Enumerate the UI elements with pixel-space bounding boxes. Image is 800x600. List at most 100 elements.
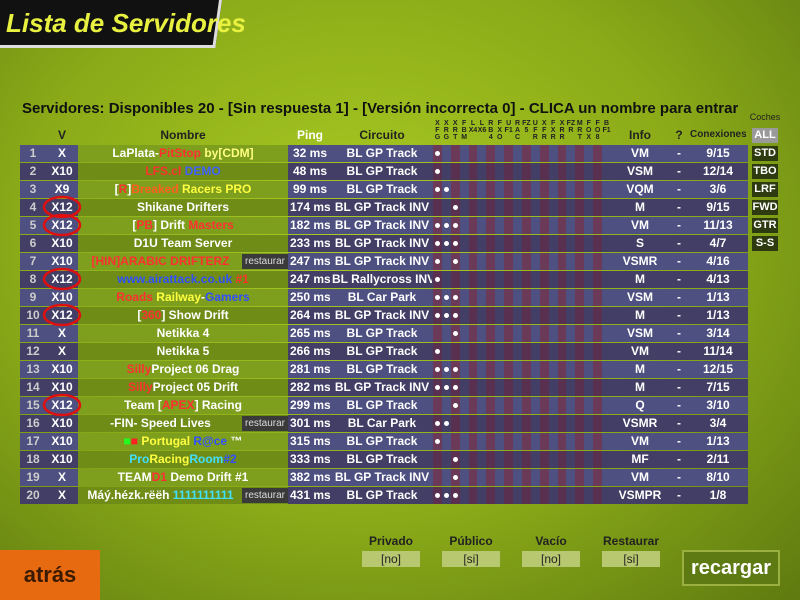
info: M xyxy=(635,380,645,394)
car-filter-button[interactable]: ALL xyxy=(752,128,778,143)
car-column-header: FXO xyxy=(497,120,503,141)
server-name[interactable]: -FIN- Speed Lives xyxy=(78,415,243,432)
name-segment: ■ xyxy=(123,434,131,448)
car-stripe xyxy=(522,307,531,324)
ping: 247 ms xyxy=(290,272,330,286)
car-dot xyxy=(452,331,458,336)
server-name[interactable]: ProRacingRoom#2 xyxy=(78,451,288,468)
car-stripe xyxy=(522,433,531,450)
car-column-header: BF1 xyxy=(602,120,611,134)
filter-value[interactable]: [no] xyxy=(362,551,420,567)
car-stripe xyxy=(522,343,531,360)
info: VM xyxy=(631,470,649,484)
name-segment: Team [ xyxy=(124,398,162,412)
server-name[interactable]: D1U Team Server xyxy=(78,235,288,252)
car-dot xyxy=(443,187,449,192)
car-stripe xyxy=(468,361,478,378)
server-name[interactable]: Netikka 5 xyxy=(78,343,288,360)
server-name[interactable]: Shikane Drifters xyxy=(78,199,288,216)
name-background xyxy=(78,307,288,324)
help: - xyxy=(677,488,681,502)
version: X10 xyxy=(51,380,73,394)
server-name[interactable]: [PB] Drift Masters xyxy=(78,217,288,234)
circuit: BL GP Track xyxy=(346,488,418,502)
server-name[interactable]: Team [APEX] Racing xyxy=(78,397,288,414)
version: X xyxy=(57,470,66,484)
car-filter-button[interactable]: LRF xyxy=(752,182,778,197)
car-stripe xyxy=(593,397,603,414)
car-filter-button[interactable]: S-S xyxy=(752,236,778,251)
server-name[interactable]: Roads Railway-Gamers xyxy=(78,289,288,306)
name-segment: ] Drift xyxy=(152,218,189,232)
help: - xyxy=(677,200,681,214)
car-stripe xyxy=(575,235,585,252)
name-background xyxy=(78,397,288,414)
help: - xyxy=(677,182,681,196)
ping: 250 ms xyxy=(290,290,330,304)
server-name[interactable]: LFS.cl DEMO xyxy=(78,163,288,180)
car-stripe xyxy=(593,289,603,306)
connections: 3/6 xyxy=(709,182,727,196)
car-stripe xyxy=(468,433,478,450)
server-name[interactable]: Netikka 4 xyxy=(78,325,288,342)
help: - xyxy=(677,146,681,160)
car-filter-button[interactable]: TBO xyxy=(752,164,778,179)
circuit: BL GP Track xyxy=(346,146,418,160)
version: X10 xyxy=(51,254,73,268)
back-button[interactable]: atrás xyxy=(0,550,100,600)
name-segment: Project 05 Drift xyxy=(152,380,239,394)
car-stripe xyxy=(575,217,585,234)
car-stripe xyxy=(557,289,567,306)
car-stripe xyxy=(504,343,514,360)
row-number: 8 xyxy=(29,272,37,286)
filter-value[interactable]: [si] xyxy=(442,551,500,567)
server-name[interactable]: SillyProject 06 Drag xyxy=(78,361,288,378)
car-stripe xyxy=(557,145,567,162)
car-stripe xyxy=(539,469,549,486)
row-number: 15 xyxy=(26,398,40,412)
server-name[interactable]: ■■ Portugal R@ce ™ xyxy=(78,433,288,450)
row-number: 9 xyxy=(29,290,37,304)
car-stripe xyxy=(486,271,496,288)
ping: 282 ms xyxy=(290,380,330,394)
car-column-header: XFR xyxy=(541,120,547,141)
filter-value[interactable]: [no] xyxy=(522,551,580,567)
server-name[interactable]: [R]Breaked Racers PRO xyxy=(78,181,288,198)
car-dot xyxy=(443,223,449,228)
car-stripe xyxy=(522,217,531,234)
help: - xyxy=(677,452,681,466)
row-number: 7 xyxy=(29,254,37,268)
connections: 9/15 xyxy=(706,200,730,214)
car-column-header: FBM xyxy=(461,120,468,141)
car-stripe xyxy=(450,163,460,180)
car-dot xyxy=(434,151,440,156)
help: - xyxy=(677,236,681,250)
car-stripe xyxy=(468,181,478,198)
server-name[interactable]: SillyProject 05 Drift xyxy=(78,379,288,396)
car-stripe xyxy=(522,253,531,270)
server-name[interactable]: [360] Show Drift xyxy=(78,307,288,324)
car-stripe xyxy=(504,289,514,306)
car-stripe xyxy=(504,361,514,378)
name-background xyxy=(78,181,288,198)
car-filter-button[interactable]: GTR xyxy=(752,218,778,233)
car-stripe xyxy=(433,397,442,414)
car-stripe xyxy=(522,199,531,216)
server-name[interactable]: LaPlata-PitStop by[CDM] xyxy=(78,145,288,162)
car-stripe xyxy=(557,469,567,486)
car-filter-button[interactable]: STD xyxy=(752,146,778,161)
filter-value[interactable]: [si] xyxy=(602,551,660,567)
server-name[interactable]: Máý.hézk.rëëh 1111111111 xyxy=(78,487,243,504)
car-stripe xyxy=(575,433,585,450)
car-filter-button[interactable]: FWD xyxy=(752,200,778,215)
server-name[interactable]: www.airattack.co.uk #1 xyxy=(78,271,288,288)
car-column-header: UF1 xyxy=(504,120,513,134)
reload-button[interactable]: recargar xyxy=(682,550,780,586)
car-stripe xyxy=(504,379,514,396)
server-name[interactable]: [HIN]ARABIC DRIFTERZ xyxy=(78,253,243,270)
server-name[interactable]: TEAMD1 Demo Drift #1 xyxy=(78,469,288,486)
car-stripe xyxy=(504,397,514,414)
ping: 99 ms xyxy=(292,182,328,196)
info: VM xyxy=(631,146,649,160)
column-header: Ping xyxy=(297,128,323,142)
